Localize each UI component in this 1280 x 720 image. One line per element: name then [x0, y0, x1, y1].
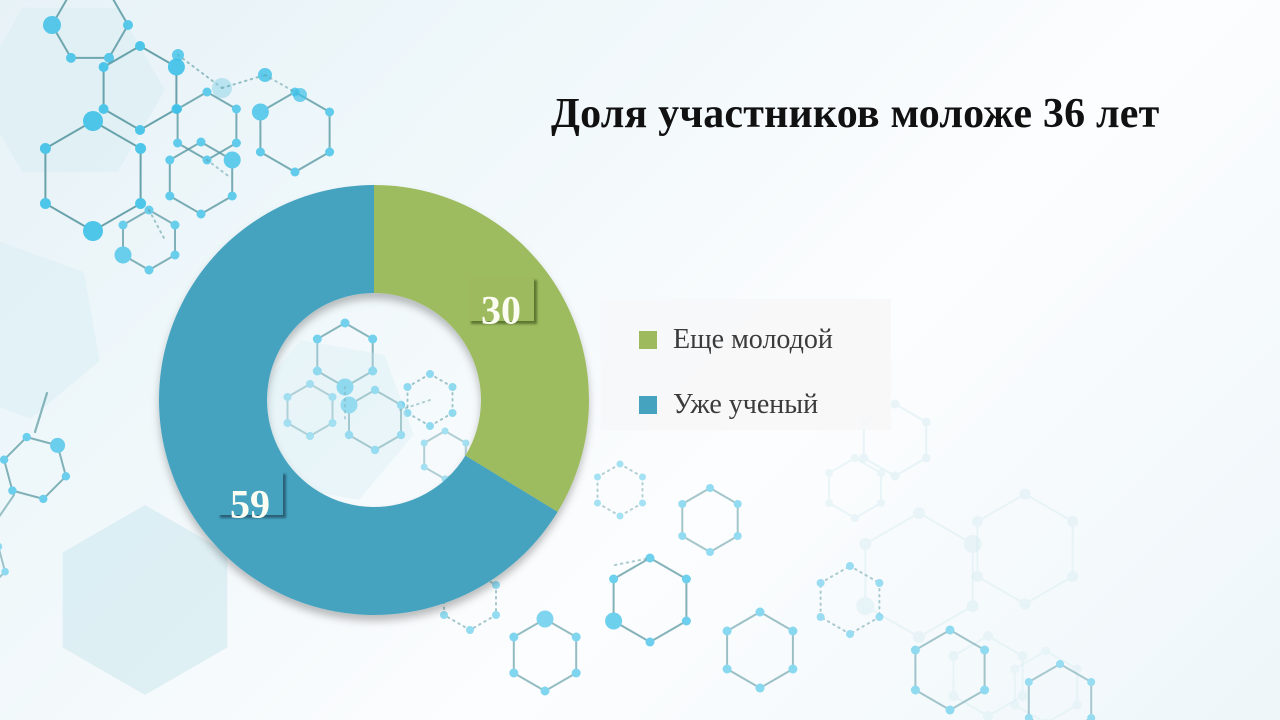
- svg-text:59: 59: [230, 482, 270, 527]
- svg-text:30: 30: [481, 288, 521, 333]
